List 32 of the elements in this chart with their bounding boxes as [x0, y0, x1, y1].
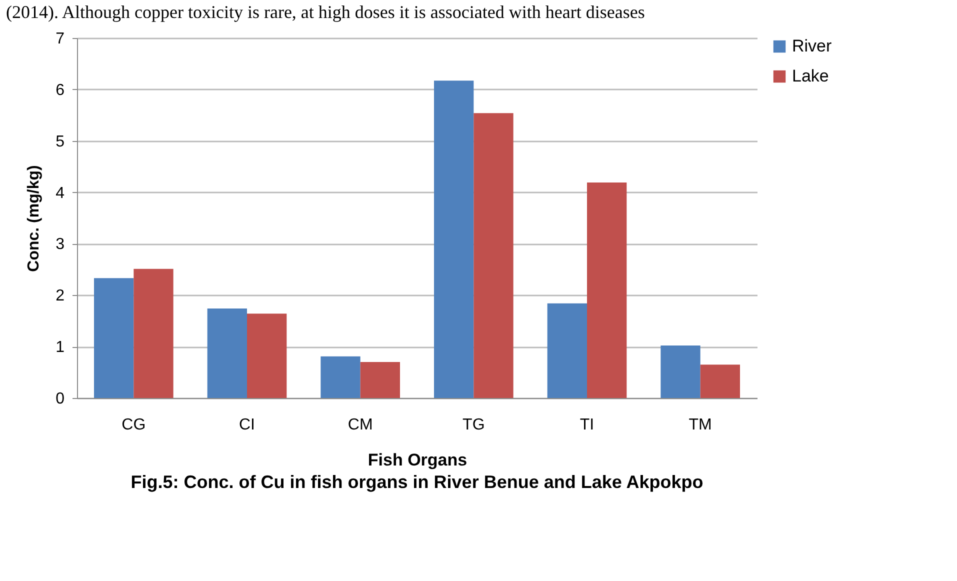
- y-tick-label: 3: [56, 236, 65, 254]
- y-tick-label: 7: [56, 30, 65, 48]
- y-tick-label: 4: [56, 184, 65, 202]
- x-tick-label: TG: [462, 416, 485, 434]
- x-tick-label: CM: [348, 416, 373, 434]
- legend-label: River: [792, 36, 832, 56]
- bar: [134, 268, 174, 398]
- text: Fig.5: Conc. of Cu in fish organs in River Benue and Lake Akpokpo: [130, 472, 704, 492]
- text: (2014). Although copper toxicity is rare, at high doses it is associated with heart diseases: [5, 1, 646, 24]
- bar: [247, 314, 287, 398]
- bar: [360, 362, 400, 398]
- bar: [587, 182, 627, 398]
- legend-label: Lake: [792, 66, 829, 86]
- y-tick-label: 1: [56, 339, 65, 356]
- y-tick-label: 0: [56, 390, 65, 408]
- bar: [660, 346, 700, 398]
- x-tick-label: TM: [688, 416, 712, 434]
- bar: [474, 113, 514, 398]
- x-tick-label: CG: [122, 416, 146, 434]
- bar: [207, 308, 247, 398]
- x-tick-label: CI: [239, 416, 255, 434]
- bar: [700, 364, 740, 398]
- x-axis-title: Fish Organs: [368, 450, 468, 470]
- y-tick-label: 6: [56, 82, 65, 99]
- bar: [94, 278, 134, 398]
- bar: [434, 80, 474, 398]
- bar: [547, 303, 587, 398]
- x-tick-label: TI: [580, 416, 594, 434]
- y-axis-title: Conc. (mg/kg): [26, 165, 43, 272]
- y-tick-label: 5: [56, 133, 65, 150]
- bar: [320, 356, 360, 398]
- y-tick-label: 2: [56, 288, 65, 305]
